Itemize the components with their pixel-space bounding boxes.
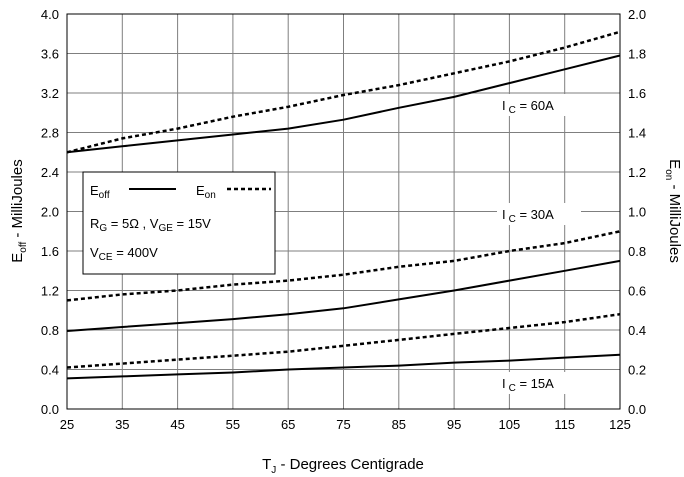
svg-text:IC = 60A: IC = 60A	[502, 98, 554, 116]
y-right-tick-label: 0.8	[628, 244, 646, 259]
x-tick-label: 45	[170, 417, 184, 432]
eoff-line-15a	[66, 353, 621, 380]
x-tick-label: 115	[554, 417, 575, 432]
y-left-tick-label: 2.0	[41, 205, 59, 220]
y-right-tick-label: 1.4	[628, 126, 646, 141]
plot-frame	[66, 13, 621, 410]
x-tick-label: 35	[115, 417, 129, 432]
legend-conditions-rg-vge: RG = 5Ω , VGE = 15V	[90, 216, 211, 234]
y-left-tick-label: 0.0	[41, 402, 59, 417]
y-left-tick-label: 0.4	[41, 363, 59, 378]
y-right-tick-label: 1.2	[628, 165, 646, 180]
y-right-tick-label: 0.4	[628, 323, 646, 338]
series-group	[66, 30, 621, 380]
legend: Eoff Eon RG = 5Ω , VGE = 15V VCE = 400V	[82, 171, 276, 275]
legend-eon-label: Eon	[196, 183, 216, 201]
x-tick-label: 85	[392, 417, 406, 432]
x-tick-label: 125	[609, 417, 631, 432]
y-axis-left-title: Eoff - MilliJoules	[9, 159, 29, 262]
x-tick-label: 75	[336, 417, 350, 432]
y-left-tick-label: 0.8	[41, 323, 59, 338]
y-left-tick-label: 1.2	[41, 284, 59, 299]
y-right-tick-label: 0.0	[628, 402, 646, 417]
y-left-tick-label: 2.8	[41, 126, 59, 141]
eon-line-60a	[66, 30, 621, 154]
eoff-line-30a	[66, 259, 621, 332]
x-tick-label: 65	[281, 417, 295, 432]
x-tick-label: 105	[499, 417, 521, 432]
y-left-tick-label: 1.6	[41, 244, 59, 259]
y-right-tick-label: 2.0	[628, 7, 646, 22]
y-left-tick-label: 3.6	[41, 47, 59, 62]
y-right-tick-label: 0.6	[628, 284, 646, 299]
x-tick-label: 55	[226, 417, 240, 432]
eoff-line-60a	[66, 54, 621, 154]
svg-text:IC = 30A: IC = 30A	[502, 207, 554, 225]
y-left-tick-label: 3.2	[41, 86, 59, 101]
y-axis-right-title: Eon - MilliJoules	[663, 159, 683, 263]
x-tick-label: 95	[447, 417, 461, 432]
eon-line-30a	[66, 230, 621, 302]
y-left-tick-label: 2.4	[41, 165, 59, 180]
eon-line-15a	[66, 312, 621, 369]
y-right-tick-label: 1.8	[628, 47, 646, 62]
y-left-tick-label: 4.0	[41, 7, 59, 22]
y-right-tick-label: 1.6	[628, 86, 646, 101]
x-axis-title: TJ - Degrees Centigrade	[262, 456, 424, 476]
y-right-tick-label: 1.0	[628, 205, 646, 220]
x-tick-label: 25	[60, 417, 74, 432]
legend-conditions-vce: VCE = 400V	[90, 245, 158, 263]
y-right-tick-label: 0.2	[628, 363, 646, 378]
svg-text:IC = 15A: IC = 15A	[502, 376, 554, 394]
legend-eoff-label: Eoff	[90, 183, 110, 201]
